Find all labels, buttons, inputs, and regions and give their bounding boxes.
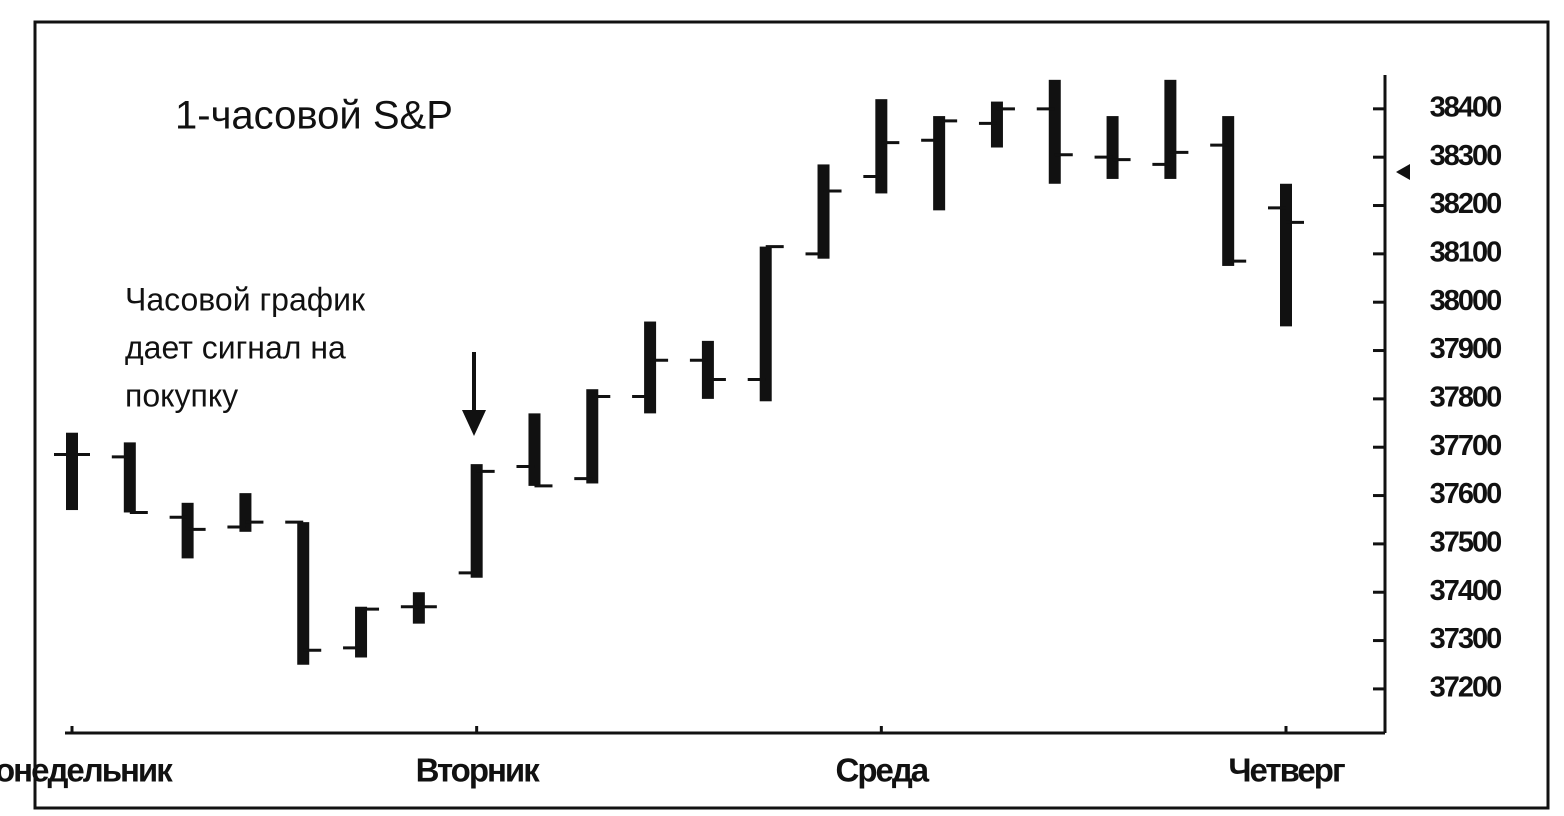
ohlc-range	[470, 464, 483, 578]
y-tick-label: 37800	[1430, 382, 1502, 414]
ohlc-range	[875, 99, 888, 194]
frame	[33, 20, 1550, 810]
ohlc-range	[817, 164, 830, 259]
x-tick-label: Вторник	[416, 752, 541, 789]
y-tick-label: 37600	[1430, 478, 1502, 510]
ohlc-range	[586, 389, 599, 484]
y-tick-label: 37700	[1430, 430, 1502, 462]
ohlc-range	[528, 413, 541, 486]
y-tick-label: 37200	[1430, 672, 1502, 704]
ohlc-range	[66, 432, 78, 511]
y-tick-label: 38300	[1430, 140, 1502, 172]
annotation-line: покупку	[125, 377, 238, 413]
ohlc-range	[1106, 116, 1119, 179]
ohlc-range	[759, 246, 772, 402]
y-tick-label: 37500	[1430, 527, 1502, 559]
y-tick-label: 38100	[1430, 237, 1502, 269]
ohlc-range	[1280, 183, 1292, 327]
annotation-line: Часовой график	[125, 281, 366, 317]
y-tick-label: 37900	[1430, 333, 1502, 365]
ohlc-range	[355, 606, 368, 658]
annotation-line: дает сигнал на	[125, 329, 346, 365]
y-tick-label: 38400	[1430, 91, 1502, 123]
y-tick-label: 37400	[1430, 575, 1502, 607]
ohlc-range	[644, 321, 657, 414]
y-tick-label: 37300	[1430, 623, 1502, 655]
ohlc-range	[1164, 79, 1177, 179]
ohlc-range	[297, 522, 310, 665]
y-tick-label: 38000	[1430, 285, 1502, 317]
x-tick-label: Среда	[836, 752, 930, 789]
ohlc-range	[701, 340, 714, 399]
price-marker	[1396, 164, 1410, 180]
signal-arrow	[462, 352, 486, 436]
ohlc-range	[1048, 79, 1061, 184]
ohlc-range	[123, 442, 136, 513]
y-tick-label: 38200	[1430, 188, 1502, 220]
chart-title: 1-часовой S&P	[175, 94, 453, 138]
x-tick-label: Понедельник	[0, 752, 173, 789]
ohlc-range	[933, 116, 946, 211]
ohlc-range	[1222, 116, 1235, 266]
x-tick-label: Четверг	[1228, 752, 1345, 789]
